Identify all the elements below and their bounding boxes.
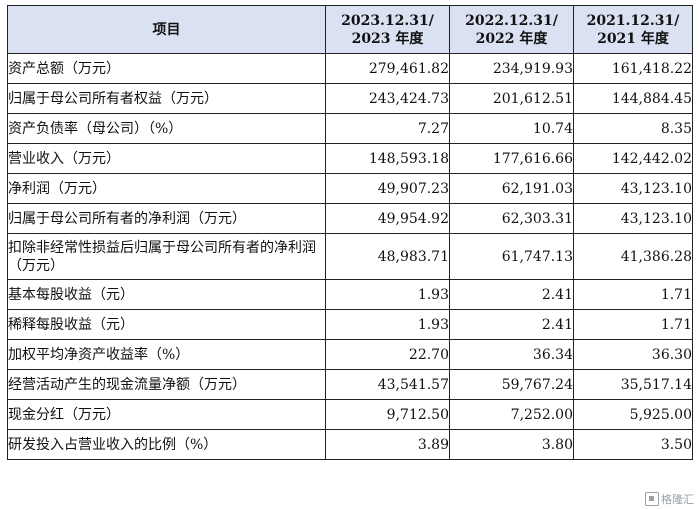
header-2023-date: 2023.12.31/: [341, 12, 434, 29]
value-2022: 234,919.93: [449, 53, 574, 84]
value-2021: 144,884.45: [573, 83, 693, 114]
row-label: 营业收入（万元）: [7, 143, 326, 174]
value-2022: 62,191.03: [449, 173, 574, 204]
value-2023: 9,712.50: [325, 399, 450, 430]
header-2022: 2022.12.31/ 2022 年度: [449, 5, 574, 54]
header-item: 项目: [7, 5, 326, 54]
header-2023: 2023.12.31/ 2023 年度: [325, 5, 450, 54]
value-2023: 48,983.71: [325, 233, 450, 280]
value-2021: 1.71: [573, 309, 693, 340]
value-2022: 2.41: [449, 279, 574, 310]
value-2022: 10.74: [449, 113, 574, 144]
value-2023: 3.89: [325, 429, 450, 460]
row-label: 净利润（万元）: [7, 173, 326, 204]
logo-icon: [645, 492, 659, 506]
value-2023: 148,593.18: [325, 143, 450, 174]
row-label: 现金分红（万元）: [7, 399, 326, 430]
value-2022: 61,747.13: [449, 233, 574, 280]
table-row: 归属于母公司所有者权益（万元） 243,424.73 201,612.51 14…: [7, 83, 693, 114]
table-row: 资产总额（万元） 279,461.82 234,919.93 161,418.2…: [7, 53, 693, 84]
table-row: 经营活动产生的现金流量净额（万元） 43,541.57 59,767.24 35…: [7, 369, 693, 400]
row-label: 扣除非经常性损益后归属于母公司所有者的净利润（万元）: [7, 233, 326, 280]
table-row: 研发投入占营业收入的比例（%） 3.89 3.80 3.50: [7, 429, 693, 460]
value-2021: 8.35: [573, 113, 693, 144]
value-2022: 3.80: [449, 429, 574, 460]
watermark-text: 格隆汇: [661, 493, 694, 506]
row-label: 加权平均净资产收益率（%）: [7, 339, 326, 370]
value-2023: 7.27: [325, 113, 450, 144]
value-2022: 7,252.00: [449, 399, 574, 430]
value-2022: 59,767.24: [449, 369, 574, 400]
table-row: 净利润（万元） 49,907.23 62,191.03 43,123.10: [7, 173, 693, 204]
header-2022-date: 2022.12.31/: [465, 12, 558, 29]
table-body: 资产总额（万元） 279,461.82 234,919.93 161,418.2…: [7, 53, 693, 460]
value-2023: 49,954.92: [325, 203, 450, 234]
value-2021: 43,123.10: [573, 173, 693, 204]
value-2021: 3.50: [573, 429, 693, 460]
header-2021: 2021.12.31/ 2021 年度: [573, 5, 693, 54]
value-2023: 43,541.57: [325, 369, 450, 400]
value-2021: 35,517.14: [573, 369, 693, 400]
value-2021: 142,442.02: [573, 143, 693, 174]
table-row: 加权平均净资产收益率（%） 22.70 36.34 36.30: [7, 339, 693, 370]
value-2021: 161,418.22: [573, 53, 693, 84]
table-row: 资产负债率（母公司）（%） 7.27 10.74 8.35: [7, 113, 693, 144]
value-2021: 41,386.28: [573, 233, 693, 280]
value-2023: 1.93: [325, 309, 450, 340]
row-label: 经营活动产生的现金流量净额（万元）: [7, 369, 326, 400]
row-label: 研发投入占营业收入的比例（%）: [7, 429, 326, 460]
table-row: 扣除非经常性损益后归属于母公司所有者的净利润（万元） 48,983.71 61,…: [7, 233, 693, 280]
table-row: 营业收入（万元） 148,593.18 177,616.66 142,442.0…: [7, 143, 693, 174]
table-row: 稀释每股收益（元） 1.93 2.41 1.71: [7, 309, 693, 340]
header-2021-year: 2021 年度: [597, 30, 669, 47]
value-2022: 177,616.66: [449, 143, 574, 174]
value-2022: 2.41: [449, 309, 574, 340]
financial-table: 项目 2023.12.31/ 2023 年度 2022.12.31/ 2022 …: [7, 5, 693, 460]
row-label: 资产总额（万元）: [7, 53, 326, 84]
row-label: 基本每股收益（元）: [7, 279, 326, 310]
value-2023: 279,461.82: [325, 53, 450, 84]
table-row: 现金分红（万元） 9,712.50 7,252.00 5,925.00: [7, 399, 693, 430]
header-2022-year: 2022 年度: [475, 30, 548, 47]
table-row: 归属于母公司所有者的净利润（万元） 49,954.92 62,303.31 43…: [7, 203, 693, 234]
value-2022: 36.34: [449, 339, 574, 370]
value-2023: 22.70: [325, 339, 450, 370]
table-header: 项目 2023.12.31/ 2023 年度 2022.12.31/ 2022 …: [7, 5, 693, 54]
value-2021: 36.30: [573, 339, 693, 370]
value-2021: 1.71: [573, 279, 693, 310]
watermark: 格隆汇: [645, 491, 694, 507]
row-label: 资产负债率（母公司）（%）: [7, 113, 326, 144]
header-2021-date: 2021.12.31/: [586, 12, 680, 29]
row-label: 归属于母公司所有者的净利润（万元）: [7, 203, 326, 234]
value-2023: 49,907.23: [325, 173, 450, 204]
value-2023: 1.93: [325, 279, 450, 310]
row-label: 稀释每股收益（元）: [7, 309, 326, 340]
table-row: 基本每股收益（元） 1.93 2.41 1.71: [7, 279, 693, 310]
value-2021: 5,925.00: [573, 399, 693, 430]
value-2022: 62,303.31: [449, 203, 574, 234]
value-2021: 43,123.10: [573, 203, 693, 234]
header-2023-year: 2023 年度: [351, 30, 424, 47]
value-2023: 243,424.73: [325, 83, 450, 114]
value-2022: 201,612.51: [449, 83, 574, 114]
row-label: 归属于母公司所有者权益（万元）: [7, 83, 326, 114]
